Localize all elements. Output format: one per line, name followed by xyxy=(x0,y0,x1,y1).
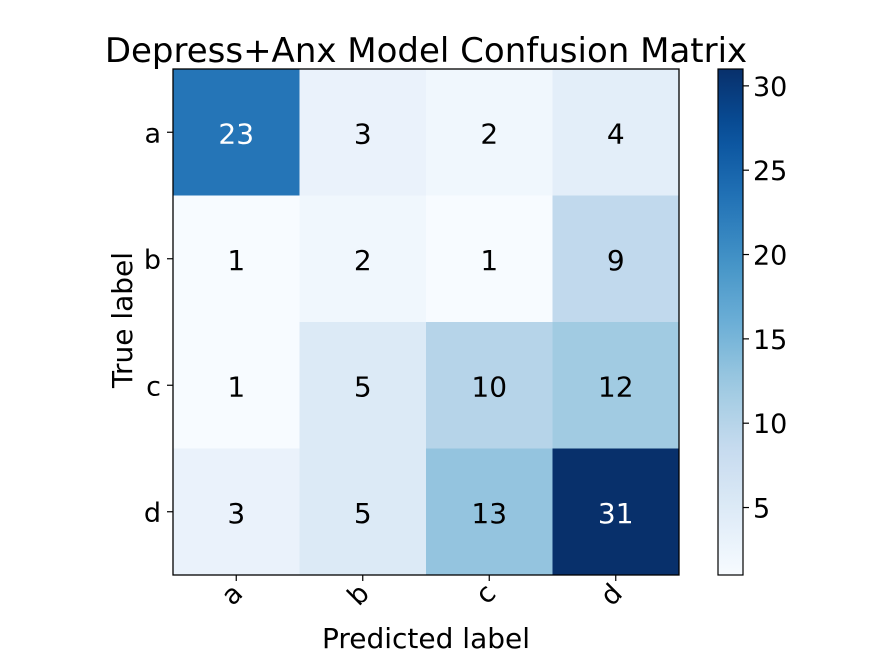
heatmap-cells xyxy=(173,69,680,576)
x-tick-label: c xyxy=(470,578,502,610)
heatmap-cell-b-a xyxy=(173,195,300,323)
y-tick-label: c xyxy=(146,371,161,402)
cell-value-label: 1 xyxy=(227,244,245,277)
cell-value-label: 23 xyxy=(218,117,254,150)
colorbar xyxy=(717,68,744,576)
cell-value-label: 2 xyxy=(354,244,372,277)
cell-value-label: 5 xyxy=(354,497,372,530)
cell-value-label: 5 xyxy=(354,370,372,403)
chart-title: Depress+Anx Model Confusion Matrix xyxy=(105,31,747,71)
cell-value-label: 3 xyxy=(227,497,245,530)
heatmap-cell-a-d xyxy=(552,69,680,196)
heatmap-cell-b-c xyxy=(426,195,553,323)
heatmap-cell-c-b xyxy=(299,322,427,449)
colorbar-tick-label: 25 xyxy=(753,156,787,187)
heatmap-cell-d-a xyxy=(173,448,300,576)
cell-value-label: 31 xyxy=(598,497,634,530)
colorbar-ticks: 5 10 15 20 25 30 xyxy=(743,72,787,525)
heatmap-cell-b-d xyxy=(552,195,680,323)
cell-value-label: 13 xyxy=(471,497,507,530)
colorbar-tick-label: 15 xyxy=(753,325,787,356)
cell-value-labels: 23 3 2 41 2 1 91 5 10 123 5 13 31 xyxy=(218,117,633,530)
heatmap-cell-d-d xyxy=(552,448,680,576)
colorbar-tick-label: 5 xyxy=(753,494,770,525)
y-tick-label: d xyxy=(144,498,161,529)
heatmap-cell-d-c xyxy=(426,448,553,576)
colorbar-tick-label: 10 xyxy=(753,409,787,440)
colorbar-tick-label: 30 xyxy=(753,72,787,103)
x-tick-label: b xyxy=(342,578,376,612)
heatmap-cell-b-b xyxy=(299,195,427,323)
heatmap-cell-a-b xyxy=(299,69,427,196)
x-tick-label: a xyxy=(216,578,250,612)
cell-value-label: 4 xyxy=(607,117,625,150)
cell-value-label: 1 xyxy=(480,244,498,277)
colorbar-tick-label: 20 xyxy=(753,241,787,272)
heatmap-cell-d-b xyxy=(299,448,427,576)
cell-value-label: 12 xyxy=(598,370,634,403)
plot-frame xyxy=(172,68,680,576)
y-axis-label: True label xyxy=(106,252,139,389)
cell-value-label: 1 xyxy=(227,370,245,403)
cell-value-label: 3 xyxy=(354,117,372,150)
y-axis-ticks: a b c d xyxy=(144,118,173,529)
heatmap-cell-a-c xyxy=(426,69,553,196)
x-axis-label: Predicted label xyxy=(322,622,530,654)
heatmap-cell-a-a xyxy=(173,69,300,196)
cell-value-label: 10 xyxy=(471,370,507,403)
cell-value-label: 2 xyxy=(480,117,498,150)
y-tick-label: a xyxy=(144,118,161,149)
y-tick-label: b xyxy=(144,245,161,276)
x-axis-ticks: a b c d xyxy=(216,575,629,612)
heatmap-cell-c-d xyxy=(552,322,680,449)
heatmap-cell-c-a xyxy=(173,322,300,449)
heatmap-cell-c-c xyxy=(426,322,553,449)
x-tick-label: d xyxy=(595,578,629,612)
cell-value-label: 9 xyxy=(607,244,625,277)
